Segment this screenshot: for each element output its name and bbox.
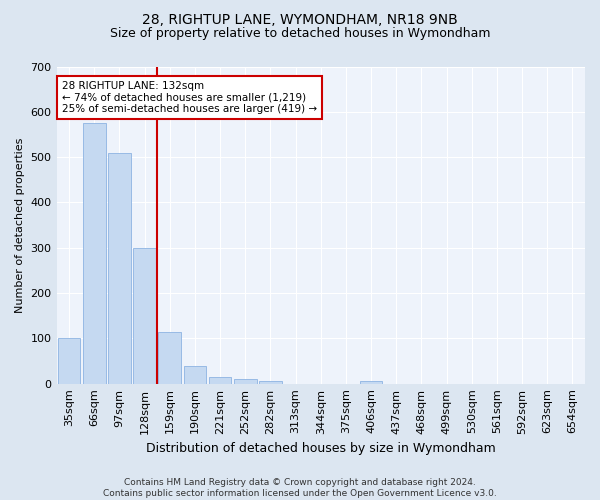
Bar bbox=[83, 123, 106, 384]
Text: Size of property relative to detached houses in Wymondham: Size of property relative to detached ho… bbox=[110, 28, 490, 40]
Bar bbox=[234, 379, 257, 384]
Text: 28 RIGHTUP LANE: 132sqm
← 74% of detached houses are smaller (1,219)
25% of semi: 28 RIGHTUP LANE: 132sqm ← 74% of detache… bbox=[62, 81, 317, 114]
Bar bbox=[360, 382, 382, 384]
Bar bbox=[259, 380, 282, 384]
X-axis label: Distribution of detached houses by size in Wymondham: Distribution of detached houses by size … bbox=[146, 442, 496, 455]
Text: Contains HM Land Registry data © Crown copyright and database right 2024.
Contai: Contains HM Land Registry data © Crown c… bbox=[103, 478, 497, 498]
Text: 28, RIGHTUP LANE, WYMONDHAM, NR18 9NB: 28, RIGHTUP LANE, WYMONDHAM, NR18 9NB bbox=[142, 12, 458, 26]
Bar bbox=[158, 332, 181, 384]
Y-axis label: Number of detached properties: Number of detached properties bbox=[15, 138, 25, 313]
Bar bbox=[209, 377, 232, 384]
Bar bbox=[58, 338, 80, 384]
Bar bbox=[184, 366, 206, 384]
Bar bbox=[133, 248, 156, 384]
Bar bbox=[108, 152, 131, 384]
